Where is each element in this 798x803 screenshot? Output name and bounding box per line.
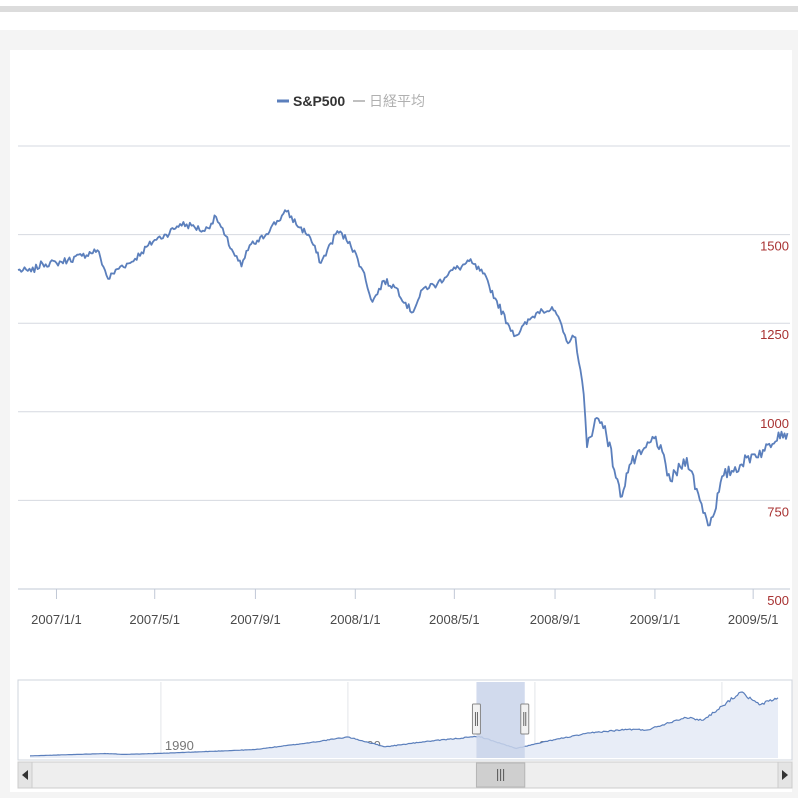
scrollbar-track[interactable] (17, 761, 793, 789)
x-tick-label: 2008/9/1 (530, 612, 581, 627)
scrollbar-thumb[interactable] (475, 762, 526, 788)
y-tick-label: 750 (767, 504, 789, 519)
scroll-left-button[interactable] (17, 761, 33, 789)
scroll-right-button[interactable] (777, 761, 793, 789)
navigator-area (30, 692, 778, 758)
y-tick-label: 1250 (760, 327, 789, 342)
x-tick-label: 2008/1/1 (330, 612, 381, 627)
navigator-selection[interactable] (471, 682, 530, 758)
navigator-line (29, 691, 779, 757)
scrollbar[interactable] (17, 761, 793, 789)
top-border (0, 6, 798, 12)
legend-label-nikkei: 日経平均 (369, 93, 425, 109)
y-axis-labels: 500 750 1000 1250 1500 (760, 239, 789, 608)
navigator-tick-label: 1990 (165, 738, 194, 753)
navigator-handle-right[interactable] (520, 703, 530, 735)
chart-panel (10, 50, 792, 792)
y-tick-label: 1000 (760, 416, 789, 431)
main-series (17, 209, 789, 527)
x-tick-label: 2007/1/1 (31, 612, 82, 627)
navigator-handle-left[interactable] (471, 703, 481, 735)
series-line-sp500 (17, 209, 789, 527)
x-axis: 2007/1/1 2007/5/1 2007/9/1 2008/1/1 2008/5/1… (31, 589, 778, 627)
legend-label-sp500: S&P500 (293, 93, 345, 109)
y-tick-label: 1500 (760, 239, 789, 254)
handle-grip-icon[interactable] (471, 703, 481, 735)
x-tick-label: 2009/1/1 (630, 612, 681, 627)
navigator-selection-window[interactable] (476, 682, 525, 758)
x-tick-label: 2007/9/1 (230, 612, 281, 627)
legend-item-nikkei[interactable]: 日経平均 (353, 93, 425, 109)
y-tick-label: 500 (767, 593, 789, 608)
x-tick-label: 2009/5/1 (728, 612, 779, 627)
legend: S&P500 日経平均 (277, 93, 425, 109)
handle-grip-icon[interactable] (520, 703, 530, 735)
navigator-series (29, 691, 779, 758)
x-tick-label: 2008/5/1 (429, 612, 480, 627)
legend-item-sp500[interactable]: S&P500 (277, 93, 345, 109)
arrow-right-icon (782, 770, 788, 780)
x-tick-label: 2007/5/1 (129, 612, 180, 627)
grid (18, 145, 790, 590)
arrow-left-icon (22, 770, 28, 780)
